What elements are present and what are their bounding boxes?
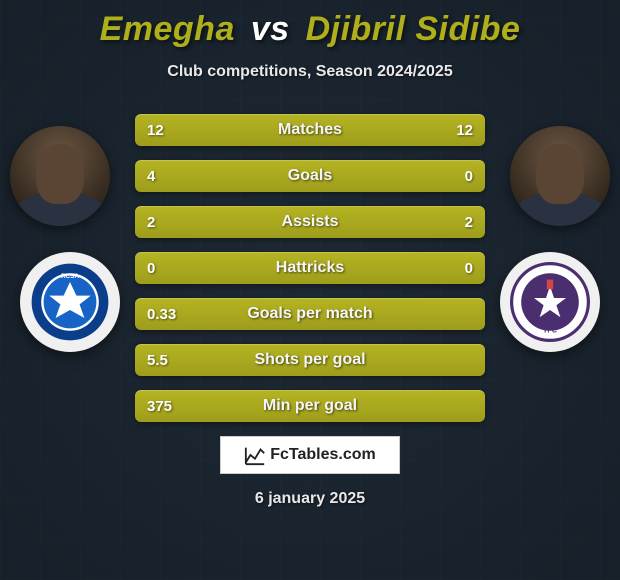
stat-bar: 2 Assists 2 xyxy=(135,206,485,238)
stat-label: Goals xyxy=(288,167,332,185)
svg-text:RCSA: RCSA xyxy=(61,273,79,280)
comparison-title: Emegha vs Djibril Sidibe xyxy=(0,0,620,49)
player2-avatar xyxy=(510,126,610,226)
stat-right-value: 0 xyxy=(433,168,473,185)
tfc-logo-icon: TFC xyxy=(510,262,590,342)
stat-left-value: 5.5 xyxy=(147,352,187,369)
stat-bar: 375 Min per goal xyxy=(135,390,485,422)
stat-bar: 4 Goals 0 xyxy=(135,160,485,192)
stat-label: Assists xyxy=(282,213,339,231)
stat-label: Matches xyxy=(278,121,342,139)
subtitle: Club competitions, Season 2024/2025 xyxy=(0,63,620,81)
stat-bar: 5.5 Shots per goal xyxy=(135,344,485,376)
brand-box: FcTables.com xyxy=(220,436,400,474)
content-area: RCSA TFC 12 Matches 12 4 Goals 0 2 Assists 2 0 Hat… xyxy=(0,114,620,508)
stat-left-value: 375 xyxy=(147,398,187,415)
stat-left-value: 0.33 xyxy=(147,306,187,323)
rcsa-logo-icon: RCSA xyxy=(30,262,110,342)
vs-separator: vs xyxy=(245,10,296,48)
stat-left-value: 4 xyxy=(147,168,187,185)
svg-text:TFC: TFC xyxy=(543,325,557,334)
stat-bar: 0.33 Goals per match xyxy=(135,298,485,330)
player1-name: Emegha xyxy=(100,10,235,48)
stat-left-value: 0 xyxy=(147,260,187,277)
stat-bar: 12 Matches 12 xyxy=(135,114,485,146)
date-label: 6 january 2025 xyxy=(0,490,620,508)
player2-name: Djibril Sidibe xyxy=(306,10,521,48)
stat-label: Hattricks xyxy=(276,259,344,277)
stat-label: Min per goal xyxy=(263,397,357,415)
stat-label: Goals per match xyxy=(247,305,372,323)
stat-right-value: 12 xyxy=(433,122,473,139)
stat-right-value: 2 xyxy=(433,214,473,231)
player2-club-logo: TFC xyxy=(500,252,600,352)
stat-right-value: 0 xyxy=(433,260,473,277)
chart-icon xyxy=(244,444,266,466)
player1-avatar xyxy=(10,126,110,226)
brand-text: FcTables.com xyxy=(270,446,376,464)
stat-left-value: 12 xyxy=(147,122,187,139)
stat-bar: 0 Hattricks 0 xyxy=(135,252,485,284)
stat-left-value: 2 xyxy=(147,214,187,231)
player1-club-logo: RCSA xyxy=(20,252,120,352)
stat-bars: 12 Matches 12 4 Goals 0 2 Assists 2 0 Hattricks 0 0.… xyxy=(135,114,485,422)
stat-label: Shots per goal xyxy=(254,351,365,369)
